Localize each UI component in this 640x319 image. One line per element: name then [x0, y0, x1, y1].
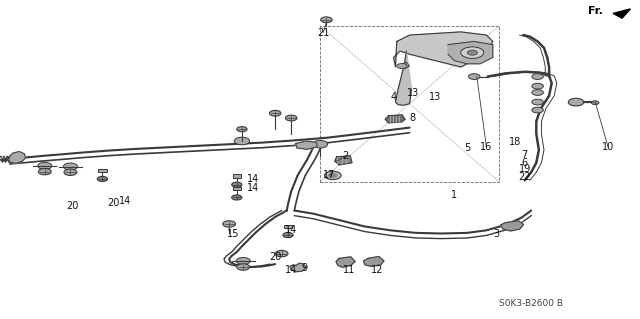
Circle shape — [232, 195, 242, 200]
Text: 4: 4 — [390, 92, 397, 102]
Text: 15: 15 — [227, 229, 240, 240]
Circle shape — [467, 50, 477, 55]
Circle shape — [269, 110, 281, 116]
Text: 7: 7 — [522, 150, 528, 160]
Text: 19: 19 — [518, 164, 531, 174]
Circle shape — [532, 83, 543, 89]
Circle shape — [532, 99, 543, 105]
Polygon shape — [290, 263, 306, 272]
Circle shape — [312, 140, 328, 148]
Text: 13: 13 — [406, 87, 419, 98]
Circle shape — [237, 127, 247, 132]
Circle shape — [285, 115, 297, 121]
Circle shape — [329, 174, 337, 177]
Text: 21: 21 — [317, 27, 330, 38]
Circle shape — [321, 17, 332, 23]
Text: 8: 8 — [410, 113, 416, 123]
Circle shape — [397, 63, 407, 69]
Text: 1: 1 — [451, 189, 458, 200]
Text: 18: 18 — [509, 137, 522, 147]
Circle shape — [63, 163, 77, 170]
Bar — [99, 169, 106, 172]
Text: 11: 11 — [342, 264, 355, 275]
Circle shape — [232, 182, 242, 187]
Polygon shape — [396, 51, 412, 105]
Text: Fr.: Fr. — [588, 6, 603, 16]
Text: 20: 20 — [269, 252, 282, 262]
Circle shape — [532, 107, 543, 113]
Circle shape — [237, 264, 250, 270]
Text: 14: 14 — [246, 183, 259, 193]
Circle shape — [236, 257, 250, 264]
Text: 3: 3 — [493, 229, 499, 240]
Polygon shape — [296, 141, 317, 149]
Text: 2: 2 — [342, 151, 349, 161]
Text: 14: 14 — [285, 264, 298, 275]
Bar — [320, 26, 499, 182]
Circle shape — [568, 98, 584, 106]
Circle shape — [38, 168, 51, 175]
Polygon shape — [6, 152, 26, 163]
Polygon shape — [500, 221, 524, 231]
Polygon shape — [613, 9, 630, 18]
Text: 20: 20 — [108, 197, 120, 208]
Circle shape — [591, 101, 599, 105]
Text: 9: 9 — [301, 263, 307, 273]
Circle shape — [97, 176, 108, 182]
Circle shape — [461, 47, 484, 58]
Text: 14: 14 — [285, 225, 298, 235]
Bar — [284, 225, 292, 228]
Text: 13: 13 — [429, 92, 442, 102]
Circle shape — [532, 90, 543, 95]
Circle shape — [324, 171, 341, 180]
Text: 17: 17 — [323, 170, 336, 181]
Text: 14: 14 — [118, 196, 131, 206]
Circle shape — [64, 169, 77, 175]
Circle shape — [38, 162, 52, 169]
Circle shape — [468, 74, 480, 79]
Bar — [233, 174, 241, 178]
Text: 10: 10 — [602, 142, 614, 152]
Circle shape — [234, 137, 250, 145]
Polygon shape — [364, 256, 384, 266]
Text: 16: 16 — [480, 142, 493, 152]
Polygon shape — [394, 32, 493, 67]
Text: 5: 5 — [464, 143, 470, 153]
Circle shape — [532, 74, 543, 79]
Text: S0K3-B2600 B: S0K3-B2600 B — [499, 299, 563, 308]
Bar — [233, 187, 241, 190]
Text: 14: 14 — [246, 174, 259, 184]
Text: 22: 22 — [518, 172, 531, 182]
Polygon shape — [336, 257, 355, 267]
Circle shape — [283, 233, 293, 238]
Polygon shape — [385, 115, 405, 123]
Circle shape — [223, 221, 236, 227]
Circle shape — [275, 250, 288, 257]
Polygon shape — [448, 41, 493, 64]
Text: 20: 20 — [66, 201, 79, 211]
Text: 12: 12 — [371, 264, 384, 275]
Polygon shape — [335, 156, 352, 165]
Text: 6: 6 — [522, 158, 528, 168]
